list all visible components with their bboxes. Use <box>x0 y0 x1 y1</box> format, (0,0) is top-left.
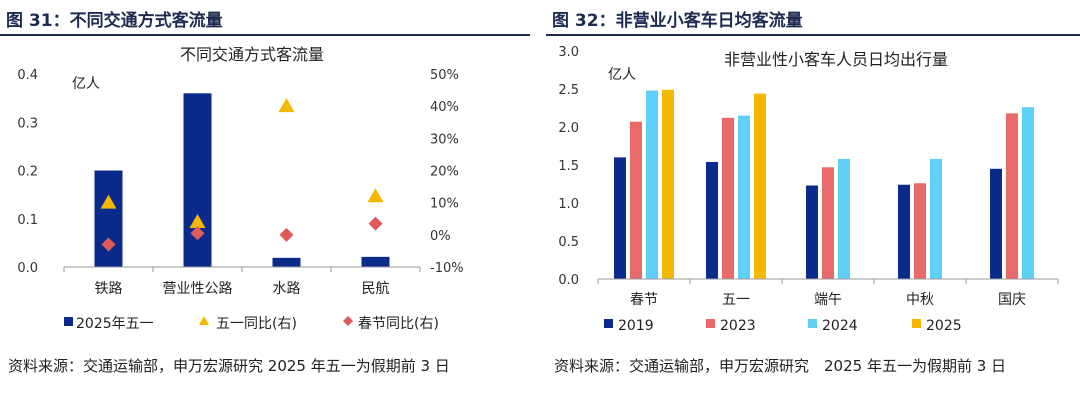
y-tick-label: 0.3 <box>17 116 38 131</box>
legend-label: 2023 <box>720 318 756 334</box>
y-tick-label: 0.4 <box>17 68 38 83</box>
legend-label: 2024 <box>822 318 858 334</box>
bar <box>706 161 718 279</box>
y-tick-label: 0.0 <box>17 261 38 276</box>
chart-title: 不同交通方式客流量 <box>180 45 324 64</box>
marker-diamond <box>101 237 116 252</box>
bar <box>990 168 1002 279</box>
bar <box>754 93 766 279</box>
marker-triangle <box>189 213 206 228</box>
x-tick-label: 五一 <box>722 292 750 308</box>
x-tick-label: 铁路 <box>95 281 123 297</box>
y-tick-label: 0.0 <box>558 273 579 288</box>
legend-label: 2019 <box>618 318 654 334</box>
legend-swatch-triangle <box>199 316 209 325</box>
figure-32: 图 32：非营业小客车日均客流量 非营业性小客车人员日均出行量亿人 0.0 0.5 1… <box>546 0 1080 414</box>
marker-triangle <box>367 188 384 203</box>
legend-label: 春节同比(右) <box>358 316 439 332</box>
bar <box>1022 107 1034 280</box>
x-tick-label: 国庆 <box>998 292 1026 308</box>
figure-31-source: 资料来源：交通运输部，申万宏源研究 2025 年五一为假期前 3 日 <box>8 357 450 375</box>
figure-32-heading: 图 32：非营业小客车日均客流量 <box>552 11 803 31</box>
y-axis-unit-label: 亿人 <box>608 67 636 83</box>
y2-tick-label: 40% <box>430 100 459 115</box>
bar <box>183 93 212 267</box>
figure-32-source: 资料来源：交通运输部，申万宏源研究 2025 年五一为假期前 3 日 <box>554 357 1007 375</box>
marker-triangle <box>278 98 295 113</box>
y-tick-label: 0.1 <box>17 213 38 228</box>
legend-swatch <box>706 319 715 328</box>
y-tick-label: 0.5 <box>558 235 579 250</box>
marker-diamond <box>190 226 205 241</box>
legend-label: 五一同比(右) <box>216 316 297 332</box>
bar <box>614 157 626 279</box>
legend-swatch-bar <box>64 317 73 326</box>
bar <box>1006 113 1018 279</box>
bar <box>838 158 850 279</box>
y2-tick-label: 10% <box>430 197 459 212</box>
bar <box>646 90 658 279</box>
bar <box>914 183 926 279</box>
bar <box>361 256 390 267</box>
legend-swatch <box>912 319 921 328</box>
y2-tick-label: 0% <box>430 229 451 244</box>
x-tick-label: 春节 <box>630 292 658 308</box>
figure-31: 图 31：不同交通方式客流量 不同交通方式客流量亿人 0.0 0.1 0.2 0.3 0.… <box>0 0 530 414</box>
y-tick-label: 1.0 <box>558 197 579 212</box>
bar <box>94 170 123 267</box>
x-tick-label: 水路 <box>273 281 301 297</box>
bar <box>930 158 942 279</box>
legend-label: 2025 <box>926 318 962 334</box>
figure-31-rule <box>0 34 530 36</box>
legend-swatch-diamond <box>343 316 353 326</box>
y-tick-label: 1.5 <box>558 159 579 174</box>
bar <box>272 257 301 267</box>
marker-diamond <box>279 227 294 242</box>
y2-tick-label: 20% <box>430 165 459 180</box>
bar <box>662 89 674 279</box>
x-tick-label: 营业性公路 <box>163 281 233 297</box>
y-tick-label: 3.0 <box>558 45 579 60</box>
x-tick-label: 中秋 <box>906 292 934 308</box>
bar <box>630 121 642 280</box>
figure-32-rule <box>546 34 1080 36</box>
y2-tick-label: 50% <box>430 68 459 83</box>
bar <box>722 117 734 279</box>
bar <box>806 185 818 279</box>
legend-swatch <box>808 319 817 328</box>
bar <box>738 115 750 279</box>
legend-label: 2025年五一 <box>76 316 154 332</box>
legend-swatch <box>604 319 613 328</box>
figure-31-heading: 图 31：不同交通方式客流量 <box>6 11 223 31</box>
bar <box>822 167 834 279</box>
y-tick-label: 2.0 <box>558 121 579 136</box>
y-tick-label: 2.5 <box>558 83 579 98</box>
chart-title: 非营业性小客车人员日均出行量 <box>724 50 948 69</box>
y2-tick-label: -10% <box>430 261 464 276</box>
marker-triangle <box>100 194 117 209</box>
y-axis-unit-label: 亿人 <box>72 76 100 92</box>
y-tick-label: 0.2 <box>17 165 38 180</box>
bar <box>898 184 910 279</box>
marker-diamond <box>368 216 383 231</box>
x-tick-label: 端午 <box>814 292 842 308</box>
y2-tick-label: 30% <box>430 132 459 147</box>
x-tick-label: 民航 <box>362 281 390 297</box>
